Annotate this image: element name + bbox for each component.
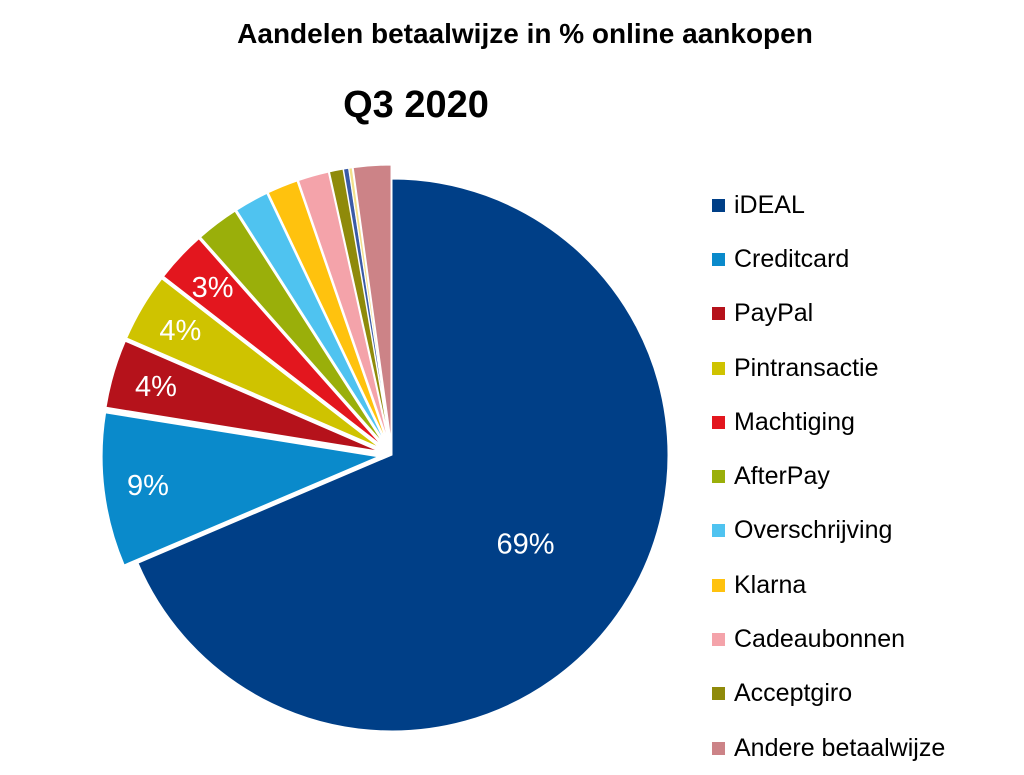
pie-slice-unlabeled-11 <box>348 167 391 442</box>
data-label: 69% <box>497 528 555 560</box>
legend-item: Pintransactie <box>712 341 945 395</box>
legend-swatch <box>712 307 725 321</box>
legend-item: Andere betaalwijze <box>712 721 945 775</box>
legend-label: iDEAL <box>734 190 805 219</box>
legend-label: Klarna <box>734 570 807 599</box>
data-label: 3% <box>192 272 234 304</box>
pie-slice-pintransactie <box>126 278 381 449</box>
pie-slice-klarna <box>267 180 388 443</box>
legend-swatch <box>712 524 725 538</box>
chart-title: Aandelen betaalwijze in % online aankope… <box>237 18 813 49</box>
pie-slice-machtiging <box>162 238 383 446</box>
legend-swatch <box>712 470 725 484</box>
legend-item: iDEAL <box>712 178 945 232</box>
legend-label: Andere betaalwijze <box>734 733 946 762</box>
legend-swatch <box>712 633 725 647</box>
legend-item: Machtiging <box>712 395 945 449</box>
legend-swatch <box>712 741 725 755</box>
legend-swatch <box>712 578 725 592</box>
legend-label: Creditcard <box>734 244 850 273</box>
legend-swatch <box>712 198 725 212</box>
legend-item: AfterPay <box>712 449 945 503</box>
chart-legend: iDEAL Creditcard PayPal Pintransactie Machti… <box>712 178 945 775</box>
legend-item: Overschrijving <box>712 504 945 558</box>
legend-label: Overschrijving <box>734 516 893 545</box>
legend-label: Acceptgiro <box>734 679 853 708</box>
legend-item: Klarna <box>712 558 945 612</box>
legend-item: Acceptgiro <box>712 667 945 721</box>
legend-swatch <box>712 361 725 375</box>
legend-swatch <box>712 415 725 429</box>
legend-item: Creditcard <box>712 232 945 286</box>
data-label: 4% <box>159 315 201 347</box>
legend-item: Cadeaubonnen <box>712 612 945 666</box>
legend-swatch <box>712 687 725 701</box>
chart-subtitle: Q3 2020 <box>343 84 489 126</box>
legend-label: PayPal <box>734 299 814 328</box>
pie-slice-cadeaubonnen <box>297 171 389 442</box>
pie-slice-andere-betaalwijze <box>352 164 392 442</box>
pie-slice-ideal <box>137 178 669 732</box>
data-label: 4% <box>135 371 177 403</box>
legend-swatch <box>712 252 725 266</box>
legend-label: AfterPay <box>734 462 830 491</box>
pie-slice-afterpay <box>199 210 384 445</box>
pie-slice-creditcard <box>101 412 380 566</box>
legend-label: Machtiging <box>734 407 855 436</box>
legend-label: Cadeaubonnen <box>734 625 905 654</box>
legend-label: Pintransactie <box>734 353 879 382</box>
pie-slice-paypal <box>105 340 379 452</box>
pie-slice-overschrijving <box>235 192 386 444</box>
legend-item: PayPal <box>712 287 945 341</box>
data-label: 9% <box>127 470 169 502</box>
